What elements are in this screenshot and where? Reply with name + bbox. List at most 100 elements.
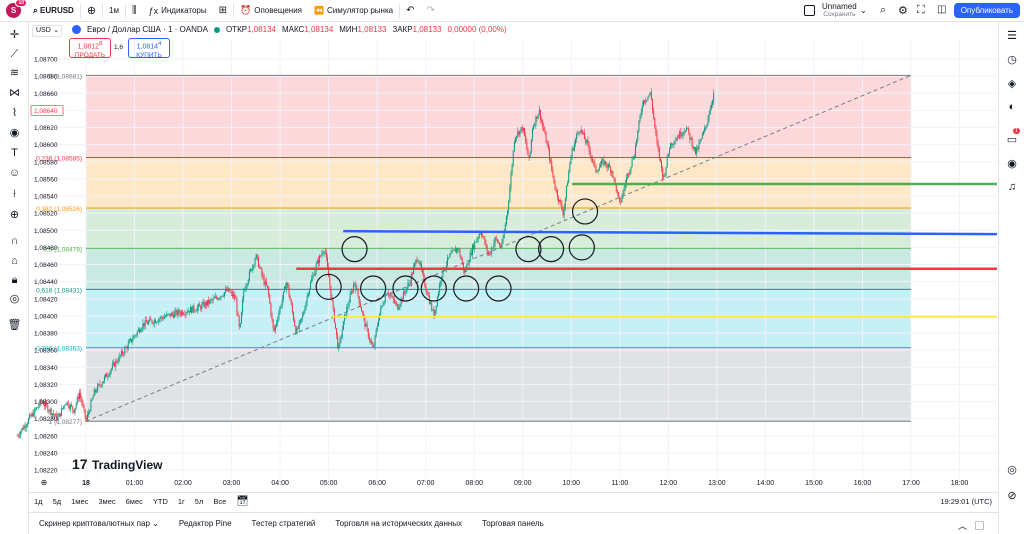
range-ytd[interactable]: YTD — [152, 497, 168, 506]
candle-body — [518, 131, 520, 135]
templates-button[interactable]: ⊞ — [213, 0, 233, 22]
lock-icon[interactable]: 🔒︎ — [11, 274, 18, 286]
collapse-icon[interactable]: ︿ — [957, 521, 975, 531]
camera-icon[interactable]: ◫ — [937, 4, 947, 15]
text-icon[interactable]: T — [11, 146, 18, 159]
range-6m[interactable]: 6мес — [125, 497, 143, 506]
ruler-icon[interactable]: ⟊ — [13, 188, 16, 200]
chevron-down-icon[interactable]: ⌄ — [860, 6, 867, 15]
alerts-clock-icon[interactable]: ◷ — [1007, 53, 1017, 66]
zoom-in-icon[interactable]: ⊕ — [9, 209, 20, 221]
layers-icon[interactable]: ◈ — [1007, 77, 1017, 90]
candle-body — [252, 265, 254, 271]
candle-body — [612, 171, 614, 178]
range-5y[interactable]: 5л — [194, 497, 204, 506]
emoji-icon[interactable]: ☺ — [8, 166, 21, 179]
candle-body — [257, 257, 259, 268]
bell-icon[interactable]: ♫ — [1007, 181, 1017, 193]
range-1d[interactable]: 1д — [34, 497, 43, 506]
replay-button[interactable]: ⏪ Симулятор рынка — [308, 0, 399, 22]
range-1y[interactable]: 1г — [177, 497, 185, 506]
tab-trading-panel[interactable]: Торговая панель — [482, 519, 544, 528]
candle-body — [171, 313, 173, 315]
calendar-icon[interactable]: 📅︎ — [236, 496, 249, 507]
legend-title[interactable]: Евро / Доллар США · 1 · OANDA — [87, 25, 208, 34]
candle-body — [341, 330, 343, 338]
current-price-marker — [30, 105, 64, 116]
candle-body — [675, 139, 677, 141]
user-avatar[interactable]: S 10 — [6, 0, 27, 18]
chat-icon[interactable]: ▭ — [1006, 133, 1018, 146]
undo-button[interactable]: ↶ — [400, 0, 420, 22]
candle-body — [637, 130, 639, 140]
alerts-button[interactable]: ⏰ Оповещения — [234, 0, 308, 22]
marker-circle — [341, 236, 368, 263]
candle-body — [374, 335, 376, 347]
crosshair-icon[interactable]: ✛ — [9, 29, 20, 41]
candle-body — [195, 310, 197, 312]
fib-tool-icon[interactable]: ≋ — [9, 67, 20, 79]
candle-body — [311, 278, 313, 283]
fullscreen-icon[interactable]: ⛶ — [917, 4, 925, 16]
candle-body — [158, 319, 160, 322]
layout-checkbox[interactable] — [804, 5, 815, 16]
time-tick-label: 18 — [82, 480, 90, 487]
lock-drawing-icon[interactable]: ⌂ — [11, 254, 18, 267]
range-3m[interactable]: 3мес — [98, 497, 116, 506]
projection-icon[interactable]: ⌇ — [11, 107, 18, 119]
brush-icon[interactable]: ◉ — [9, 127, 20, 139]
chart-type-button[interactable]: ⫼ — [126, 0, 143, 22]
candle-body — [20, 431, 22, 436]
range-1m[interactable]: 1мес — [71, 497, 89, 506]
candle-body — [359, 303, 361, 308]
candle-body — [264, 281, 266, 285]
trash-icon[interactable]: 🗑︎ — [7, 319, 22, 331]
range-5d[interactable]: 5д — [52, 497, 62, 506]
gear-icon[interactable]: ⚙ — [898, 5, 908, 17]
utc-clock[interactable]: 19:29:01 (UTC) — [940, 497, 992, 506]
redo-button[interactable]: ↷ — [420, 0, 440, 22]
eye-icon[interactable]: ◎ — [9, 293, 20, 305]
tab-replay-trading[interactable]: Торговля на исторических данных — [335, 519, 463, 528]
watchlist-icon[interactable]: ☰ — [1007, 29, 1017, 42]
layout-menu[interactable]: Unnamed Сохранить — [822, 3, 857, 19]
indicators-button[interactable]: ƒx Индикаторы — [143, 0, 213, 22]
candle-body — [625, 177, 627, 184]
buy-button[interactable]: 1,08144 КУПИТЬ — [128, 38, 170, 59]
help-icon[interactable]: ⊘ — [1007, 489, 1017, 502]
candle-body — [630, 166, 632, 171]
publish-button[interactable]: Опубликовать — [953, 3, 1020, 18]
maximize-icon[interactable]: ▢ — [974, 521, 992, 531]
range-all[interactable]: Все — [213, 497, 227, 506]
candle-body — [499, 242, 501, 246]
ideas-icon[interactable]: ◐ — [1008, 101, 1016, 113]
sell-button[interactable]: 1,08128 ПРОДАТЬ — [69, 38, 111, 59]
candle-body — [201, 304, 203, 310]
currency-select[interactable]: USD ⌄ — [32, 25, 62, 37]
interval-button[interactable]: 1м — [103, 0, 125, 22]
search-icon: ⌕ — [33, 5, 39, 15]
candle-body — [561, 203, 563, 210]
tab-crypto-screener[interactable]: Скринер криптовалютных пар ⌄ — [29, 519, 169, 528]
magnet-icon[interactable]: ∩ — [10, 234, 19, 247]
candle-body — [672, 144, 674, 146]
candle-body — [113, 362, 114, 365]
search-icon[interactable]: ⌕ — [880, 4, 887, 16]
candle-body — [492, 247, 494, 249]
tab-pine-editor[interactable]: Редактор Pine — [178, 519, 232, 528]
candle-body — [514, 137, 516, 143]
tab-strategy-tester[interactable]: Тестер стратегий — [251, 519, 316, 528]
pattern-icon[interactable]: ⋈ — [9, 87, 20, 99]
candle-body — [220, 295, 222, 298]
redo-icon: ↷ — [426, 5, 435, 16]
compare-symbol-button[interactable]: ⊕ — [81, 0, 102, 22]
candle-body — [92, 396, 94, 400]
target-icon[interactable]: ◎ — [1007, 463, 1017, 476]
symbol-search-button[interactable]: ⌕ EURUSD — [27, 0, 80, 22]
candle-body — [160, 316, 162, 319]
candle-body — [478, 233, 480, 238]
candle-body — [28, 418, 30, 424]
trendline-icon[interactable]: ⟋ — [10, 48, 19, 60]
broadcast-icon[interactable]: ◉ — [1007, 157, 1017, 170]
